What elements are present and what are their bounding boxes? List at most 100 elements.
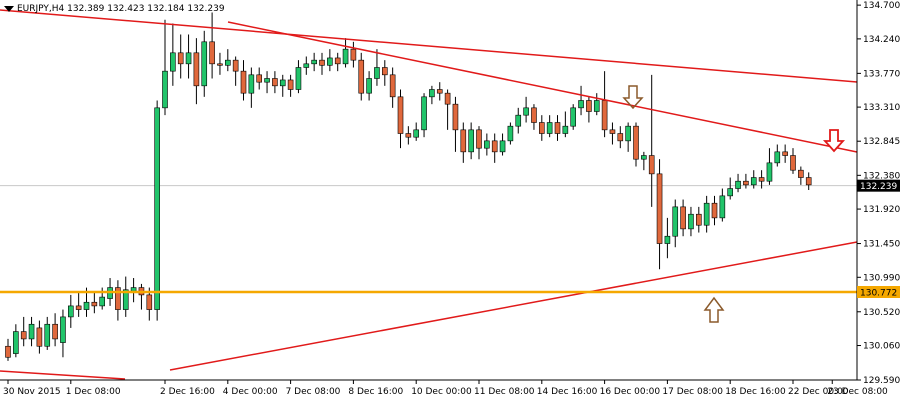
x-tick-label: 18 Dec 16:00: [725, 387, 786, 397]
bullish-candle: [28, 323, 35, 340]
bearish-candle: [232, 59, 239, 72]
bearish-candle: [52, 323, 58, 340]
bullish-candle: [750, 177, 757, 186]
down-arrow-icon: [622, 85, 644, 110]
y-tick-label: 130.520: [863, 308, 900, 318]
bearish-candle: [743, 180, 749, 186]
bearish-candle: [397, 96, 404, 134]
bearish-candle: [680, 206, 686, 230]
bullish-candle: [578, 100, 584, 109]
bullish-candle: [766, 162, 773, 182]
bearish-candle: [436, 89, 443, 94]
x-tick-label: 2 Dec 16:00: [160, 387, 215, 397]
bullish-candle: [248, 74, 255, 94]
x-tick-label: 22 Dec 00:00: [788, 387, 849, 397]
bullish-candle: [201, 41, 208, 87]
bullish-candle: [68, 305, 74, 318]
bearish-candle: [36, 327, 43, 347]
bullish-candle: [413, 129, 420, 138]
bullish-candle: [342, 48, 349, 65]
symbol-ohlc-text: EURJPY,H4 132.389 132.423 132.184 132.23…: [17, 4, 225, 14]
y-tick-label: 132.845: [863, 137, 900, 147]
y-tick-label: 131.450: [863, 240, 900, 250]
y-axis: 134.700 134.240 133.770 133.310 132.845 132.3…: [857, 1, 900, 386]
symbol-header: EURJPY,H4 132.389 132.423 132.184 132.23…: [4, 2, 225, 16]
support-price-label: 130.772: [860, 289, 897, 299]
bearish-candle: [538, 122, 545, 134]
bearish-candle: [272, 78, 278, 87]
y-tick-label: 131.920: [863, 205, 900, 215]
bearish-candle: [609, 129, 616, 134]
bearish-candle: [782, 151, 788, 156]
bullish-candle: [264, 78, 270, 83]
bearish-candle: [790, 155, 796, 171]
bullish-candle: [366, 78, 372, 94]
bullish-candle: [703, 202, 710, 226]
bearish-candle: [758, 177, 765, 182]
bearish-candle: [554, 122, 561, 134]
x-tick-label: 11 Dec 08:00: [474, 387, 535, 397]
up-arrow-icon: [703, 296, 725, 323]
bullish-candle: [13, 331, 19, 354]
bullish-candle: [641, 155, 647, 160]
bearish-candle: [381, 67, 388, 76]
bearish-candle: [476, 129, 482, 149]
current-price-label-bg: [857, 179, 900, 192]
bullish-candle: [468, 129, 474, 153]
bullish-candle: [523, 107, 529, 116]
bearish-candle: [531, 107, 537, 123]
trendlines-layer: [0, 9, 858, 380]
bearish-candle: [75, 305, 82, 310]
y-tick-label: 133.770: [863, 69, 900, 79]
bullish-candle: [225, 59, 231, 66]
y-tick-label: 130.060: [863, 342, 900, 352]
y-tick-label: 134.240: [863, 35, 900, 45]
x-tick-label: 14 Dec 16:00: [537, 387, 598, 397]
bullish-candle: [484, 140, 490, 149]
bearish-candle: [91, 301, 98, 307]
upper-resistance-trendline: [0, 9, 858, 83]
bearish-candle: [358, 59, 365, 94]
bearish-candle: [798, 169, 804, 178]
bullish-candle: [122, 289, 129, 310]
bullish-candle: [593, 100, 600, 112]
x-tick-label: 4 Dec 00:00: [223, 387, 278, 397]
bullish-candle: [170, 52, 176, 72]
y-tick-label: 132.380: [863, 171, 900, 181]
bearish-candle: [586, 100, 592, 112]
dropdown-triangle-icon[interactable]: [4, 6, 14, 12]
x-tick-label: 30 Nov 2015: [3, 387, 61, 397]
bullish-candle: [507, 125, 514, 142]
bearish-candle: [20, 331, 27, 340]
candles-layer: [5, 12, 812, 361]
bearish-candle: [287, 79, 294, 90]
bearish-candle: [656, 173, 663, 244]
price-labels: 130.772 132.239: [857, 179, 900, 299]
bullish-candle: [327, 57, 333, 66]
bullish-candle: [303, 63, 310, 68]
bullish-candle: [735, 180, 741, 189]
bearish-candle: [601, 100, 608, 131]
x-tick-label: 7 Dec 08:00: [286, 387, 341, 397]
bullish-candle: [429, 89, 435, 98]
bearish-candle: [711, 202, 718, 219]
bullish-candle: [130, 287, 137, 292]
x-tick-label: 1 Dec 08:00: [66, 387, 121, 397]
bullish-candle: [311, 59, 317, 65]
bullish-candle: [515, 114, 522, 127]
support-price-label-bg: [857, 286, 900, 298]
bearish-candle: [350, 48, 357, 61]
bearish-candle: [319, 59, 325, 66]
bullish-candle: [727, 188, 734, 197]
bearish-candle: [405, 133, 412, 138]
red-down-arrow-icon: [822, 129, 846, 153]
bearish-candle: [5, 345, 11, 358]
bearish-candle: [444, 92, 451, 105]
bearish-candle: [633, 125, 639, 160]
bearish-candle: [695, 213, 702, 226]
bullish-candle: [562, 125, 569, 134]
bearish-candle: [334, 57, 341, 65]
y-tick-label: 129.590: [863, 376, 900, 386]
bearish-candle: [805, 177, 812, 186]
